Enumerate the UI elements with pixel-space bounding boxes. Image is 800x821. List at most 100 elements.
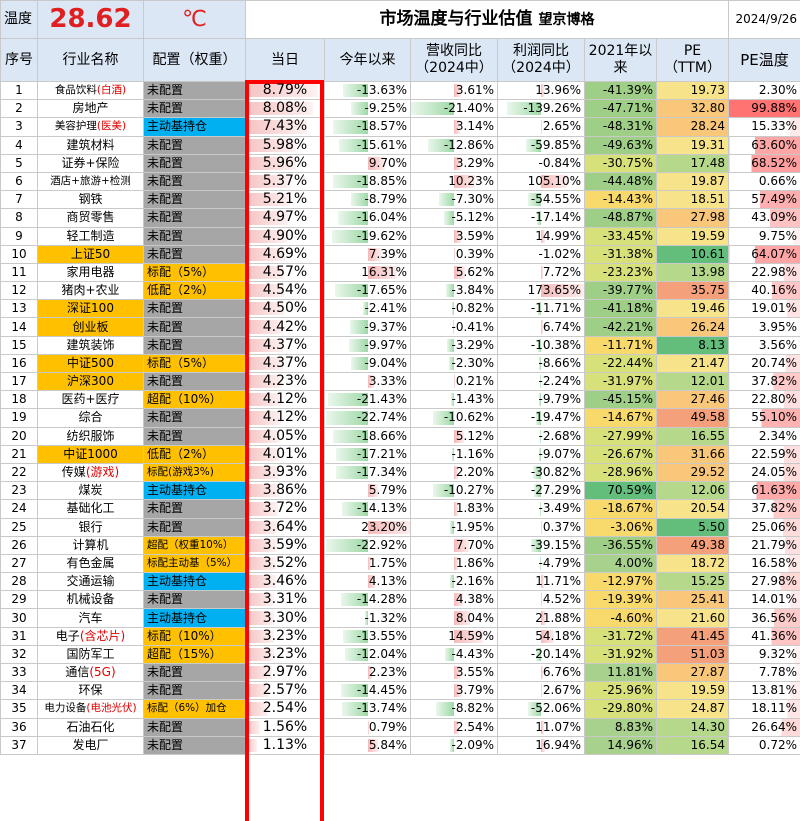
config-weight: 未配置 <box>143 717 246 737</box>
value-bar <box>248 520 278 534</box>
value-bar <box>248 575 276 589</box>
cell-value: -17.34% <box>356 465 407 480</box>
ytd-change: -22.74% <box>324 408 411 428</box>
value-bar <box>248 684 269 698</box>
value-bar <box>454 556 458 571</box>
cell-value: -7.30% <box>451 192 494 207</box>
value-bar <box>248 611 275 625</box>
config-weight: 未配置 <box>143 371 246 392</box>
value-bar <box>341 593 368 607</box>
pe-temperature: 63.60% <box>728 135 800 155</box>
today-change: 3.52% <box>245 553 325 574</box>
pe-temperature: 9.75% <box>728 226 800 246</box>
pe-ttm: 15.25 <box>655 572 730 592</box>
config-weight: 超配（10%） <box>143 390 246 410</box>
row-number: 15 <box>0 335 38 355</box>
cell-value: 7.70% <box>455 537 494 552</box>
report-date: 2024/9/26 <box>728 0 800 39</box>
row-number: 25 <box>0 517 38 537</box>
since-2021: -27.99% <box>584 426 657 446</box>
pe-temperature: 20.74% <box>728 353 800 374</box>
cell-value: 13.96% <box>535 83 581 98</box>
column-header: 行业名称 <box>37 38 144 82</box>
column-header: 今年以来 <box>324 38 411 82</box>
ytd-change: -9.25% <box>324 99 411 119</box>
column-header: 2021年以来 <box>584 38 657 82</box>
revenue-yoy: -12.86% <box>410 135 498 155</box>
cell-value: -9.25% <box>364 101 407 116</box>
cell-value: -14.45% <box>356 683 407 698</box>
profit-yoy: -27.29% <box>497 481 585 501</box>
table-row: 31 电子(含芯片) 标配（10%） 3.23% -13.55% 14.59% 54.18%… <box>0 626 800 646</box>
ytd-change: -18.85% <box>324 171 411 192</box>
pe-ttm: 19.31 <box>655 135 730 155</box>
revenue-yoy: 5.12% <box>410 426 498 446</box>
config-weight: 未配置 <box>143 662 246 683</box>
value-bar <box>341 684 368 698</box>
row-number: 10 <box>0 244 38 264</box>
cell-value: 16.94% <box>535 737 581 752</box>
industry-name: 纺织服饰 <box>37 426 144 446</box>
value-bar <box>536 411 541 425</box>
revenue-yoy: -8.82% <box>410 699 498 719</box>
value-bar <box>538 447 541 461</box>
table-row: 8 商贸零售 未配置 4.97% -16.04% -5.12% -17.14% -48.87%… <box>0 208 800 228</box>
value-bar <box>538 338 541 352</box>
industry-name: 医药+医疗 <box>37 390 144 410</box>
config-weight: 未配置 <box>143 80 246 101</box>
ytd-change: -17.34% <box>324 462 411 483</box>
profit-yoy: -4.79% <box>497 553 585 574</box>
table-row: 10 上证50 未配置 4.69% 7.39% 0.39% -1.02% -31.38% 10.… <box>0 244 800 264</box>
value-bar <box>248 666 272 680</box>
pe-ttm: 29.52 <box>655 462 730 483</box>
cell-value: 14.99% <box>535 228 581 243</box>
table-row: 36 石油石化 未配置 1.56% 0.79% 2.54% 11.07% 8.83% 14.30… <box>0 717 800 737</box>
today-change: 8.79% <box>245 80 325 101</box>
cell-value: -9.04% <box>364 355 407 370</box>
cell-value: 4.52% <box>542 592 581 607</box>
value-bar <box>367 156 386 170</box>
since-2021: -41.39% <box>584 80 657 101</box>
value-bar <box>248 193 290 207</box>
cell-value: -52.06% <box>530 701 581 716</box>
value-bar <box>248 320 284 334</box>
cell-value: -2.16% <box>451 574 494 589</box>
today-change: 3.31% <box>245 590 325 610</box>
value-bar <box>248 338 283 352</box>
revenue-yoy: 3.55% <box>410 662 498 683</box>
cell-value: 3.14% <box>455 119 494 134</box>
valuation-table: 温度 28.62 ℃ 市场温度与行业估值 望京博格 2024/9/26 序号 行业… <box>0 0 800 755</box>
cell-value: 10.23% <box>448 174 494 189</box>
since-2021: -36.55% <box>584 535 657 555</box>
config-weight: 未配置 <box>143 99 246 119</box>
profit-yoy: 2.65% <box>497 117 585 137</box>
industry-name: 深证100 <box>37 299 144 319</box>
pe-temperature: 57.49% <box>728 190 800 210</box>
cell-value: -2.09% <box>451 737 494 752</box>
profit-yoy: -9.79% <box>497 390 585 410</box>
cell-value: -19.47% <box>530 410 581 425</box>
value-bar <box>536 211 541 225</box>
industry-name: 汽车 <box>37 608 144 628</box>
value-bar <box>538 393 541 407</box>
config-weight: 未配置 <box>143 735 246 755</box>
cell-value: -27.29% <box>530 483 581 498</box>
ytd-change: -9.37% <box>324 317 411 337</box>
value-bar <box>452 302 454 316</box>
row-number: 13 <box>0 299 38 319</box>
since-2021: -31.38% <box>584 244 657 264</box>
value-bar <box>541 738 546 752</box>
value-bar <box>428 138 454 152</box>
ytd-change: -2.41% <box>324 299 411 319</box>
industry-tag: (含芯片) <box>79 628 126 643</box>
industry-name: 建筑装饰 <box>37 335 144 355</box>
value-bar <box>446 284 454 298</box>
pe-temperature: 36.56% <box>728 608 800 628</box>
value-bar <box>439 193 454 207</box>
value-bar <box>325 538 368 552</box>
ytd-change: -18.66% <box>324 426 411 446</box>
cell-value: -2.68% <box>538 428 581 443</box>
value-bar <box>248 593 275 607</box>
pe-ttm: 32.80 <box>655 99 730 119</box>
cell-value: 173.65% <box>527 283 581 298</box>
